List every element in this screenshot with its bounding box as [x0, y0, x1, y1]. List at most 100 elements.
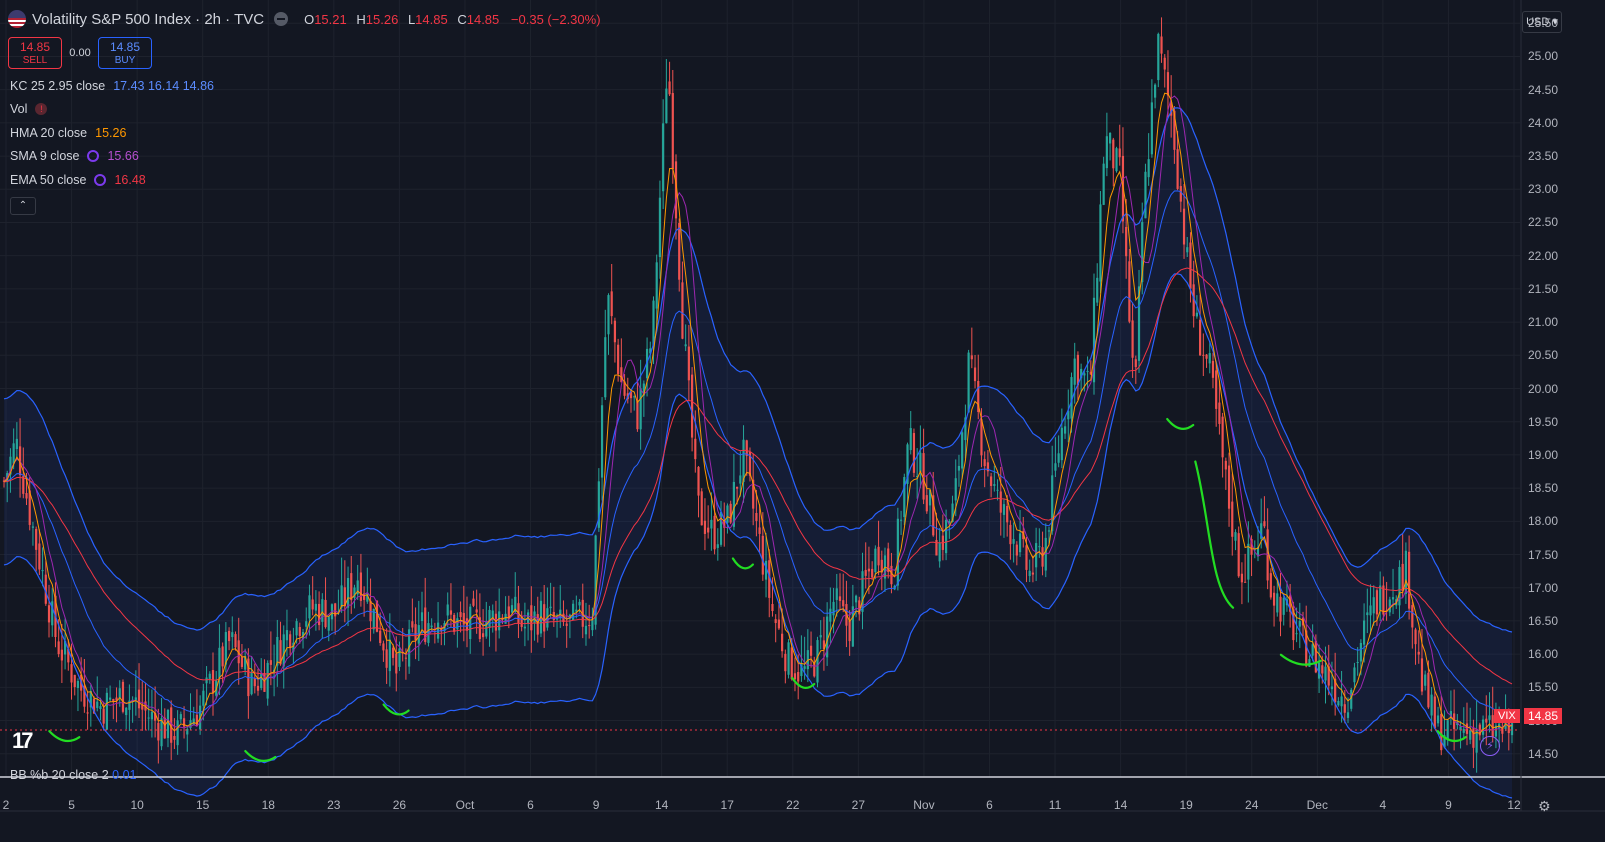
candle-body — [301, 631, 305, 639]
candle-body — [459, 612, 462, 618]
sell-button[interactable]: 14.85 SELL — [8, 37, 62, 69]
candle-body — [967, 352, 970, 413]
settings-gear-icon[interactable]: ⚙ — [1538, 798, 1551, 814]
candle-body — [629, 391, 633, 399]
candle-body — [697, 466, 700, 496]
candle-body — [475, 609, 478, 613]
candle-body — [726, 505, 729, 523]
candle-body — [719, 511, 723, 545]
candle-body — [1070, 377, 1073, 419]
annotation-arc — [382, 703, 410, 716]
candle-body — [607, 295, 610, 335]
candle-body — [1382, 585, 1385, 615]
time-tick-label: Oct — [455, 798, 475, 812]
candle-body — [584, 625, 588, 635]
candle-body — [1096, 277, 1099, 303]
candle-body — [462, 612, 465, 625]
candle-body — [842, 600, 845, 607]
candle-body — [1115, 148, 1118, 172]
candle-body — [1028, 570, 1031, 577]
symbol-title[interactable]: Volatility S&P 500 Index · 2h · TVC — [32, 10, 265, 28]
annotation-arc — [1279, 653, 1322, 666]
candle-body — [1263, 521, 1266, 527]
kc-middle-line — [3, 190, 1513, 716]
candle-body — [617, 344, 620, 374]
candle-body — [292, 642, 295, 652]
candle-body — [520, 616, 523, 627]
lightning-icon[interactable]: ⚡ — [1480, 736, 1500, 756]
candle-body — [1012, 539, 1015, 544]
market-closed-icon[interactable] — [274, 12, 289, 26]
candle-body — [411, 621, 414, 628]
candle-body — [28, 490, 31, 525]
candle-body — [1343, 704, 1346, 713]
candle-body — [227, 630, 231, 642]
candle-body — [1272, 592, 1276, 606]
time-tick-label: 9 — [592, 798, 600, 812]
candle-body — [89, 691, 92, 708]
candles — [2, 17, 1514, 773]
candle-body — [469, 606, 472, 640]
candle-body — [1073, 358, 1076, 385]
candle-body — [745, 440, 748, 456]
candle-body — [1002, 504, 1006, 515]
candle-body — [279, 640, 282, 665]
candle-body — [523, 626, 526, 629]
annotation-arc — [1166, 417, 1195, 430]
candle-body — [250, 672, 253, 695]
candle-body — [12, 443, 15, 464]
time-tick-label: 27 — [851, 798, 866, 812]
indicator-hma[interactable]: HMA 20 close 15.26 — [10, 126, 127, 140]
candle-body — [781, 633, 784, 652]
candle-body — [880, 559, 883, 573]
candle-body — [1346, 712, 1350, 718]
time-tick-label: 6 — [527, 798, 534, 812]
collapse-indicators-button[interactable]: ⌃ — [10, 197, 36, 215]
candle-body — [1362, 620, 1366, 645]
time-tick-label: 14 — [654, 798, 669, 812]
candle-body — [391, 647, 395, 658]
candle-body — [867, 568, 871, 572]
bb-percent-b-indicator[interactable]: BB %b 20 close 2 0.01 — [10, 768, 137, 782]
candle-body — [1491, 715, 1494, 737]
indicator-vol[interactable]: Vol! — [10, 102, 48, 116]
candle-body — [935, 539, 938, 556]
candle-body — [649, 348, 652, 354]
price-tick-label: 21.00 — [1528, 315, 1559, 330]
candle-body — [1035, 543, 1038, 568]
candle-body — [729, 503, 732, 523]
candle-body — [916, 476, 919, 478]
candle-body — [154, 712, 157, 721]
candle-body — [954, 478, 957, 501]
candle-body — [1247, 543, 1250, 580]
candle-body — [826, 616, 829, 658]
indicator-ema[interactable]: EMA 50 close 16.48 — [10, 173, 146, 187]
candle-body — [308, 595, 311, 619]
candle-body — [375, 600, 379, 632]
candle-body — [472, 598, 475, 606]
candle-body — [395, 653, 398, 674]
candle-body — [1179, 186, 1182, 202]
candle-body — [176, 720, 179, 746]
candle-body — [334, 603, 337, 617]
candle-body — [498, 611, 501, 631]
candle-body — [620, 367, 623, 383]
time-tick-label: 6 — [986, 798, 993, 812]
candle-body — [973, 367, 977, 382]
candle-body — [986, 462, 989, 472]
candle-body — [1369, 605, 1372, 616]
buy-button[interactable]: 14.85 BUY — [98, 37, 152, 69]
time-tick-label: 10 — [130, 798, 144, 812]
candle-body — [192, 718, 195, 725]
candle-body — [903, 477, 906, 518]
indicator-sma[interactable]: SMA 9 close 15.66 — [10, 149, 139, 163]
candle-body — [356, 580, 359, 595]
tradingview-logo-icon[interactable]: 17 — [12, 728, 34, 753]
currency-selector[interactable]: USD ▾ — [1522, 11, 1562, 33]
candle-body — [797, 672, 800, 682]
indicator-kc[interactable]: KC 25 2.95 close 17.43 16.14 14.86 — [10, 79, 214, 93]
candle-body — [964, 417, 967, 441]
price-tick-label: 23.00 — [1528, 182, 1559, 197]
candle-body — [83, 685, 86, 707]
